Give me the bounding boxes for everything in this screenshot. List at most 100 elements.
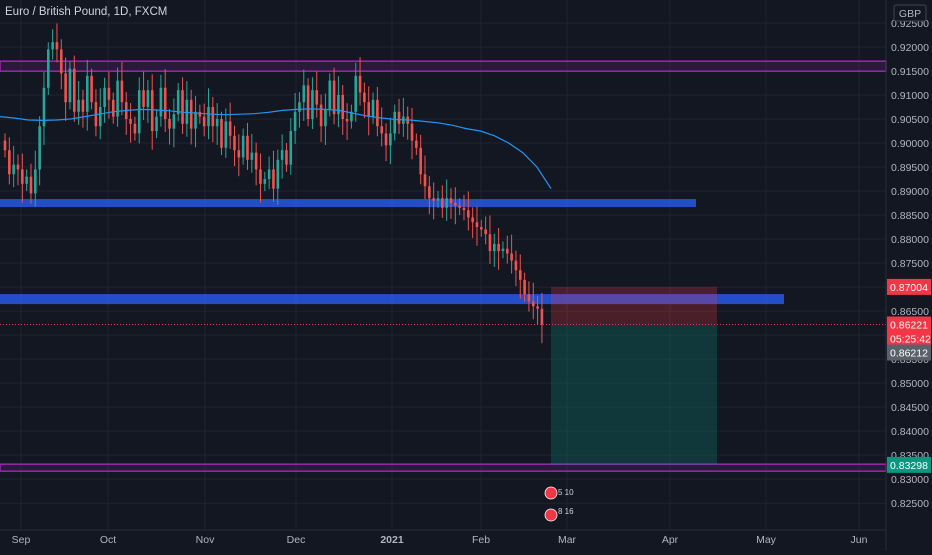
candle-body (38, 126, 41, 170)
candle-body (285, 150, 288, 165)
event-markers[interactable]: 5 10 8 16 (544, 486, 574, 522)
candle-body (471, 217, 474, 223)
candle-body (324, 109, 327, 127)
candle-body (137, 90, 141, 134)
candle-body (215, 119, 219, 127)
candle-body (263, 179, 267, 184)
time-tick-label: May (756, 534, 777, 546)
candle-body (211, 107, 215, 127)
candle-body (111, 99, 115, 117)
support-zone-upper (0, 199, 696, 208)
candle-body (384, 133, 388, 146)
candle-body (428, 186, 431, 199)
candle-body (480, 227, 483, 230)
candle-body (77, 99, 80, 112)
candle-body (393, 111, 396, 134)
candle-body (168, 119, 171, 129)
candle-body (42, 87, 46, 127)
candle-body (458, 205, 461, 208)
support-zone-lower (0, 294, 784, 305)
candle-body (289, 131, 293, 165)
candle-body (116, 80, 119, 117)
price-tick-label: 0.91500 (891, 66, 929, 78)
current-price-label: 0.86221 (890, 319, 928, 331)
candle-body (358, 75, 362, 93)
candle-body (315, 90, 319, 105)
candle-body (51, 42, 54, 50)
candle-body (185, 99, 189, 124)
candle-body (237, 150, 241, 158)
candle-body (47, 49, 50, 88)
candle-body (376, 99, 379, 127)
price-tick-label: 0.85000 (891, 378, 929, 390)
price-tick-label: 0.89500 (891, 162, 929, 174)
candle-body (267, 169, 271, 180)
take-profit-area (551, 324, 717, 465)
time-tick-label: Sep (12, 534, 31, 546)
price-tick-label: 0.84000 (891, 426, 929, 438)
candle-body (306, 85, 310, 120)
candle-body (142, 90, 145, 108)
candle-body (133, 123, 137, 134)
candle-body (72, 68, 76, 112)
candle-body (367, 102, 371, 117)
candle-body (172, 114, 176, 129)
candle-body (68, 68, 72, 103)
candle-body (12, 164, 15, 175)
candle-body (380, 126, 384, 134)
time-tick-label: Jun (851, 534, 868, 546)
short-position-tool[interactable] (0, 286, 886, 465)
candle-body (272, 169, 275, 189)
candle-body (536, 306, 539, 309)
candle-body (220, 119, 223, 148)
target-price-label: 0.83298 (890, 460, 928, 472)
target-zone (0, 463, 887, 472)
candle-body (259, 169, 262, 184)
candle-body (280, 150, 284, 160)
countdown-label-bg (887, 330, 931, 347)
event-marker-icon (544, 486, 558, 500)
time-tick-label: Apr (662, 534, 679, 546)
candle-body (146, 90, 150, 108)
candle-body (298, 102, 301, 112)
moving-average-line (0, 108, 552, 189)
candle-body (155, 116, 158, 132)
grid (0, 0, 886, 530)
candle-body (311, 90, 314, 120)
candle-body (163, 87, 167, 120)
candle-body (16, 164, 20, 170)
candle-body (514, 260, 518, 271)
price-tick-label: 0.87500 (891, 258, 929, 270)
candle-body (319, 104, 323, 127)
time-axis[interactable]: Sep Oct Nov Dec 2021 Feb Mar Apr May Jun (12, 534, 868, 546)
candle-body (98, 107, 102, 127)
time-tick-label: Feb (472, 534, 490, 546)
price-tick-label: 0.89000 (891, 186, 929, 198)
candle-body (34, 169, 37, 194)
candle-body (198, 111, 202, 117)
candle-body (90, 75, 93, 103)
candle-body (25, 176, 28, 184)
candle-body (518, 270, 522, 280)
candle-body (59, 49, 63, 74)
candle-body (419, 147, 422, 175)
candle-body (55, 42, 59, 50)
candle-body (415, 140, 418, 148)
price-tick-label: 0.88000 (891, 234, 929, 246)
price-tick-label: 0.84500 (891, 402, 929, 414)
candle-body (423, 174, 427, 187)
countdown-label: 05:25:42 (890, 333, 931, 345)
candle-body (332, 80, 336, 115)
candle-body (8, 150, 11, 175)
candle-body (488, 234, 492, 252)
chart-header: Euro / British Pound, 1D, FXCM (5, 6, 167, 18)
candle-body (523, 279, 526, 295)
candle-body (540, 308, 544, 325)
candle-body (159, 87, 163, 117)
candle-body (510, 253, 513, 261)
candle-body (527, 294, 531, 302)
candle-body (445, 198, 448, 208)
candle-body (150, 90, 154, 132)
